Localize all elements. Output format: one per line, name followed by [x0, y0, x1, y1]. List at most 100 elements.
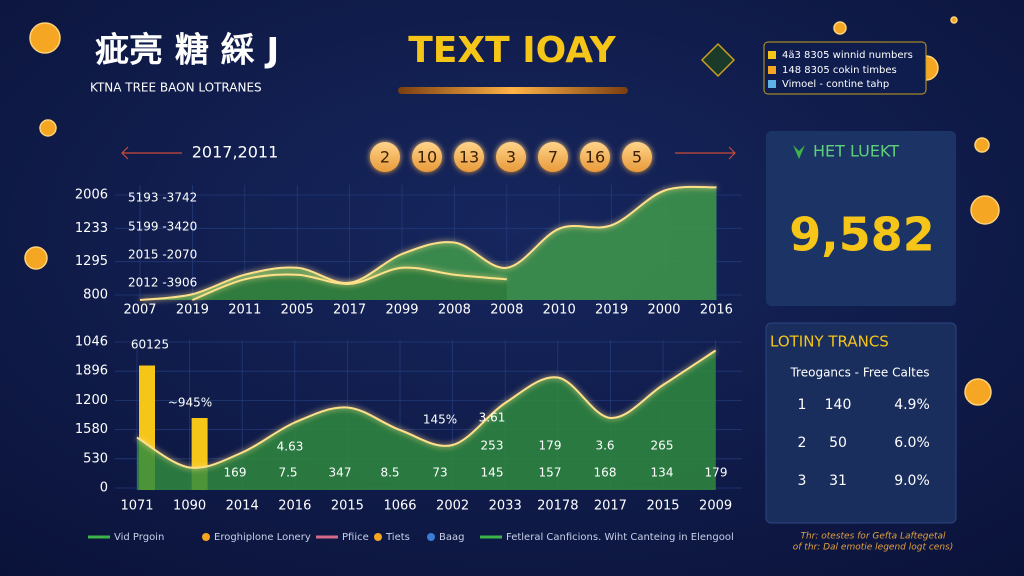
- x-tick-label: 2015: [646, 499, 679, 514]
- ball-number: 3: [506, 148, 516, 167]
- x-tick-label: 2014: [226, 499, 259, 514]
- x-tick-label: 2008: [438, 303, 471, 318]
- x-tick-label: 2016: [278, 499, 311, 514]
- icon: [700, 42, 736, 78]
- title-underline: [398, 87, 628, 94]
- table-cell: 2: [798, 435, 807, 451]
- footnote: of thr: Dal emotie legend logt cens): [793, 543, 953, 553]
- table-cell: 6.0%: [894, 435, 930, 451]
- ball-number: 13: [459, 148, 479, 167]
- y-tick-label: 1896: [75, 364, 108, 379]
- y-tick-label: 0: [100, 481, 108, 496]
- date-label: 2017,2011: [192, 143, 279, 162]
- annotation: 179: [705, 466, 728, 480]
- key-entry: 4ä3 8305 winnid numbers: [782, 50, 913, 61]
- annotation: 3.6: [595, 439, 614, 453]
- x-tick-label: 2010: [543, 303, 576, 318]
- y-tick-label: 1295: [75, 254, 108, 269]
- annotation: 145: [481, 466, 504, 480]
- key-entry: 148 8305 cokin timbes: [782, 65, 897, 76]
- annotation: 169: [224, 466, 247, 480]
- ball-number: 7: [548, 148, 558, 167]
- table-cell: 140: [825, 397, 852, 413]
- arrows: [121, 146, 736, 160]
- x-tick-label: 2033: [489, 499, 522, 514]
- x-tick-label: 1090: [173, 499, 206, 514]
- annotation: 5199 -3420: [128, 220, 197, 234]
- jackpot-title: HET LUEKT: [813, 142, 899, 161]
- area: [140, 186, 717, 300]
- x-tick-label: 1071: [120, 499, 153, 514]
- annotation: 168: [594, 466, 617, 480]
- annotation: 4.63: [277, 440, 304, 454]
- table-cell: 31: [829, 473, 847, 489]
- annotation: 60125: [131, 338, 169, 352]
- subtitle: KTNA TREE BAON LOTRANES: [90, 81, 262, 95]
- key-box: [763, 41, 927, 95]
- annotation: 253: [481, 439, 504, 453]
- footnote: Thr: otestes for Gefta Laftegetal: [800, 532, 946, 542]
- y-tick-label: 800: [83, 288, 108, 303]
- jackpot-value: 9,582: [789, 208, 935, 262]
- jackpot-panel: [766, 131, 956, 306]
- annotation: 5193 -3742: [128, 191, 197, 205]
- legend-entry: Vid Prgoin: [114, 532, 164, 543]
- legend-marker: [374, 533, 382, 541]
- line: [139, 185, 717, 301]
- y-tick-label: 2006: [75, 188, 108, 203]
- trends-table: 1 140 4.9% 2 50 6.0% 3 31 9.0%: [798, 397, 930, 489]
- legend-entry: Fetleral Canficions. Wiht Canteing in El…: [506, 532, 734, 543]
- ball: [412, 142, 442, 172]
- annotation: 157: [539, 466, 562, 480]
- y-tick-label: 1580: [75, 422, 108, 437]
- x-tick-label: 2017: [594, 499, 627, 514]
- ball: [622, 142, 652, 172]
- legend-entry: Baag: [439, 532, 464, 543]
- x-tick-label: 2008: [490, 303, 523, 318]
- trends-title: LOTINY TRANCS: [770, 333, 889, 351]
- ball: [370, 142, 400, 172]
- charts: 2006 1233 1295 800 2007 2019 2011 2005 2017 2099 2…: [75, 185, 742, 514]
- x-tick-label: 2019: [176, 303, 209, 318]
- table-cell: 1: [798, 397, 807, 413]
- legend-entry: Tiets: [385, 532, 410, 543]
- annotation: 7.5: [278, 466, 297, 480]
- legend-entry: Eroghiplone Lonery: [214, 532, 311, 543]
- x-tick-label: 2019: [595, 303, 628, 318]
- x-tick-label: 2002: [436, 499, 469, 514]
- clover: [793, 145, 805, 159]
- trends-panel: [765, 322, 957, 524]
- key-icons: [768, 51, 776, 88]
- table-cell: 3: [798, 473, 807, 489]
- x-tick-label: 1066: [383, 499, 416, 514]
- y-tick-label: 530: [83, 451, 108, 466]
- annotation: 134: [651, 466, 674, 480]
- legend-marker: [202, 533, 210, 541]
- x-tick-label: 2005: [281, 303, 314, 318]
- annotation: 179: [539, 439, 562, 453]
- x-tick-label: 20178: [537, 499, 578, 514]
- center-title: TEXT IOAY: [408, 30, 616, 71]
- y-tick-label: 1200: [75, 393, 108, 408]
- ball-number: 5: [632, 148, 642, 167]
- annotation: 145%: [423, 413, 457, 427]
- x-tick-label: 2000: [647, 303, 680, 318]
- table-cell: 50: [829, 435, 847, 451]
- line: [136, 349, 717, 469]
- ball: [454, 142, 484, 172]
- annotation: 265: [651, 439, 674, 453]
- title: 疵亮 糖 綵 J: [95, 31, 279, 71]
- annotation: 8.5: [380, 466, 399, 480]
- y-tick-label: 1046: [75, 335, 108, 350]
- table-cell: 9.0%: [894, 473, 930, 489]
- x-tick-label: 2009: [699, 499, 732, 514]
- x-tick-label: 2099: [385, 303, 418, 318]
- x-tick-label: 2017: [333, 303, 366, 318]
- legend-entry: Pfiice: [342, 532, 369, 543]
- annotation: 2015 -2070: [128, 248, 197, 262]
- y-tick-label: 1233: [75, 221, 108, 236]
- trends-header: Treogancs - Free Caltes: [789, 366, 929, 380]
- annotation: 73: [432, 466, 447, 480]
